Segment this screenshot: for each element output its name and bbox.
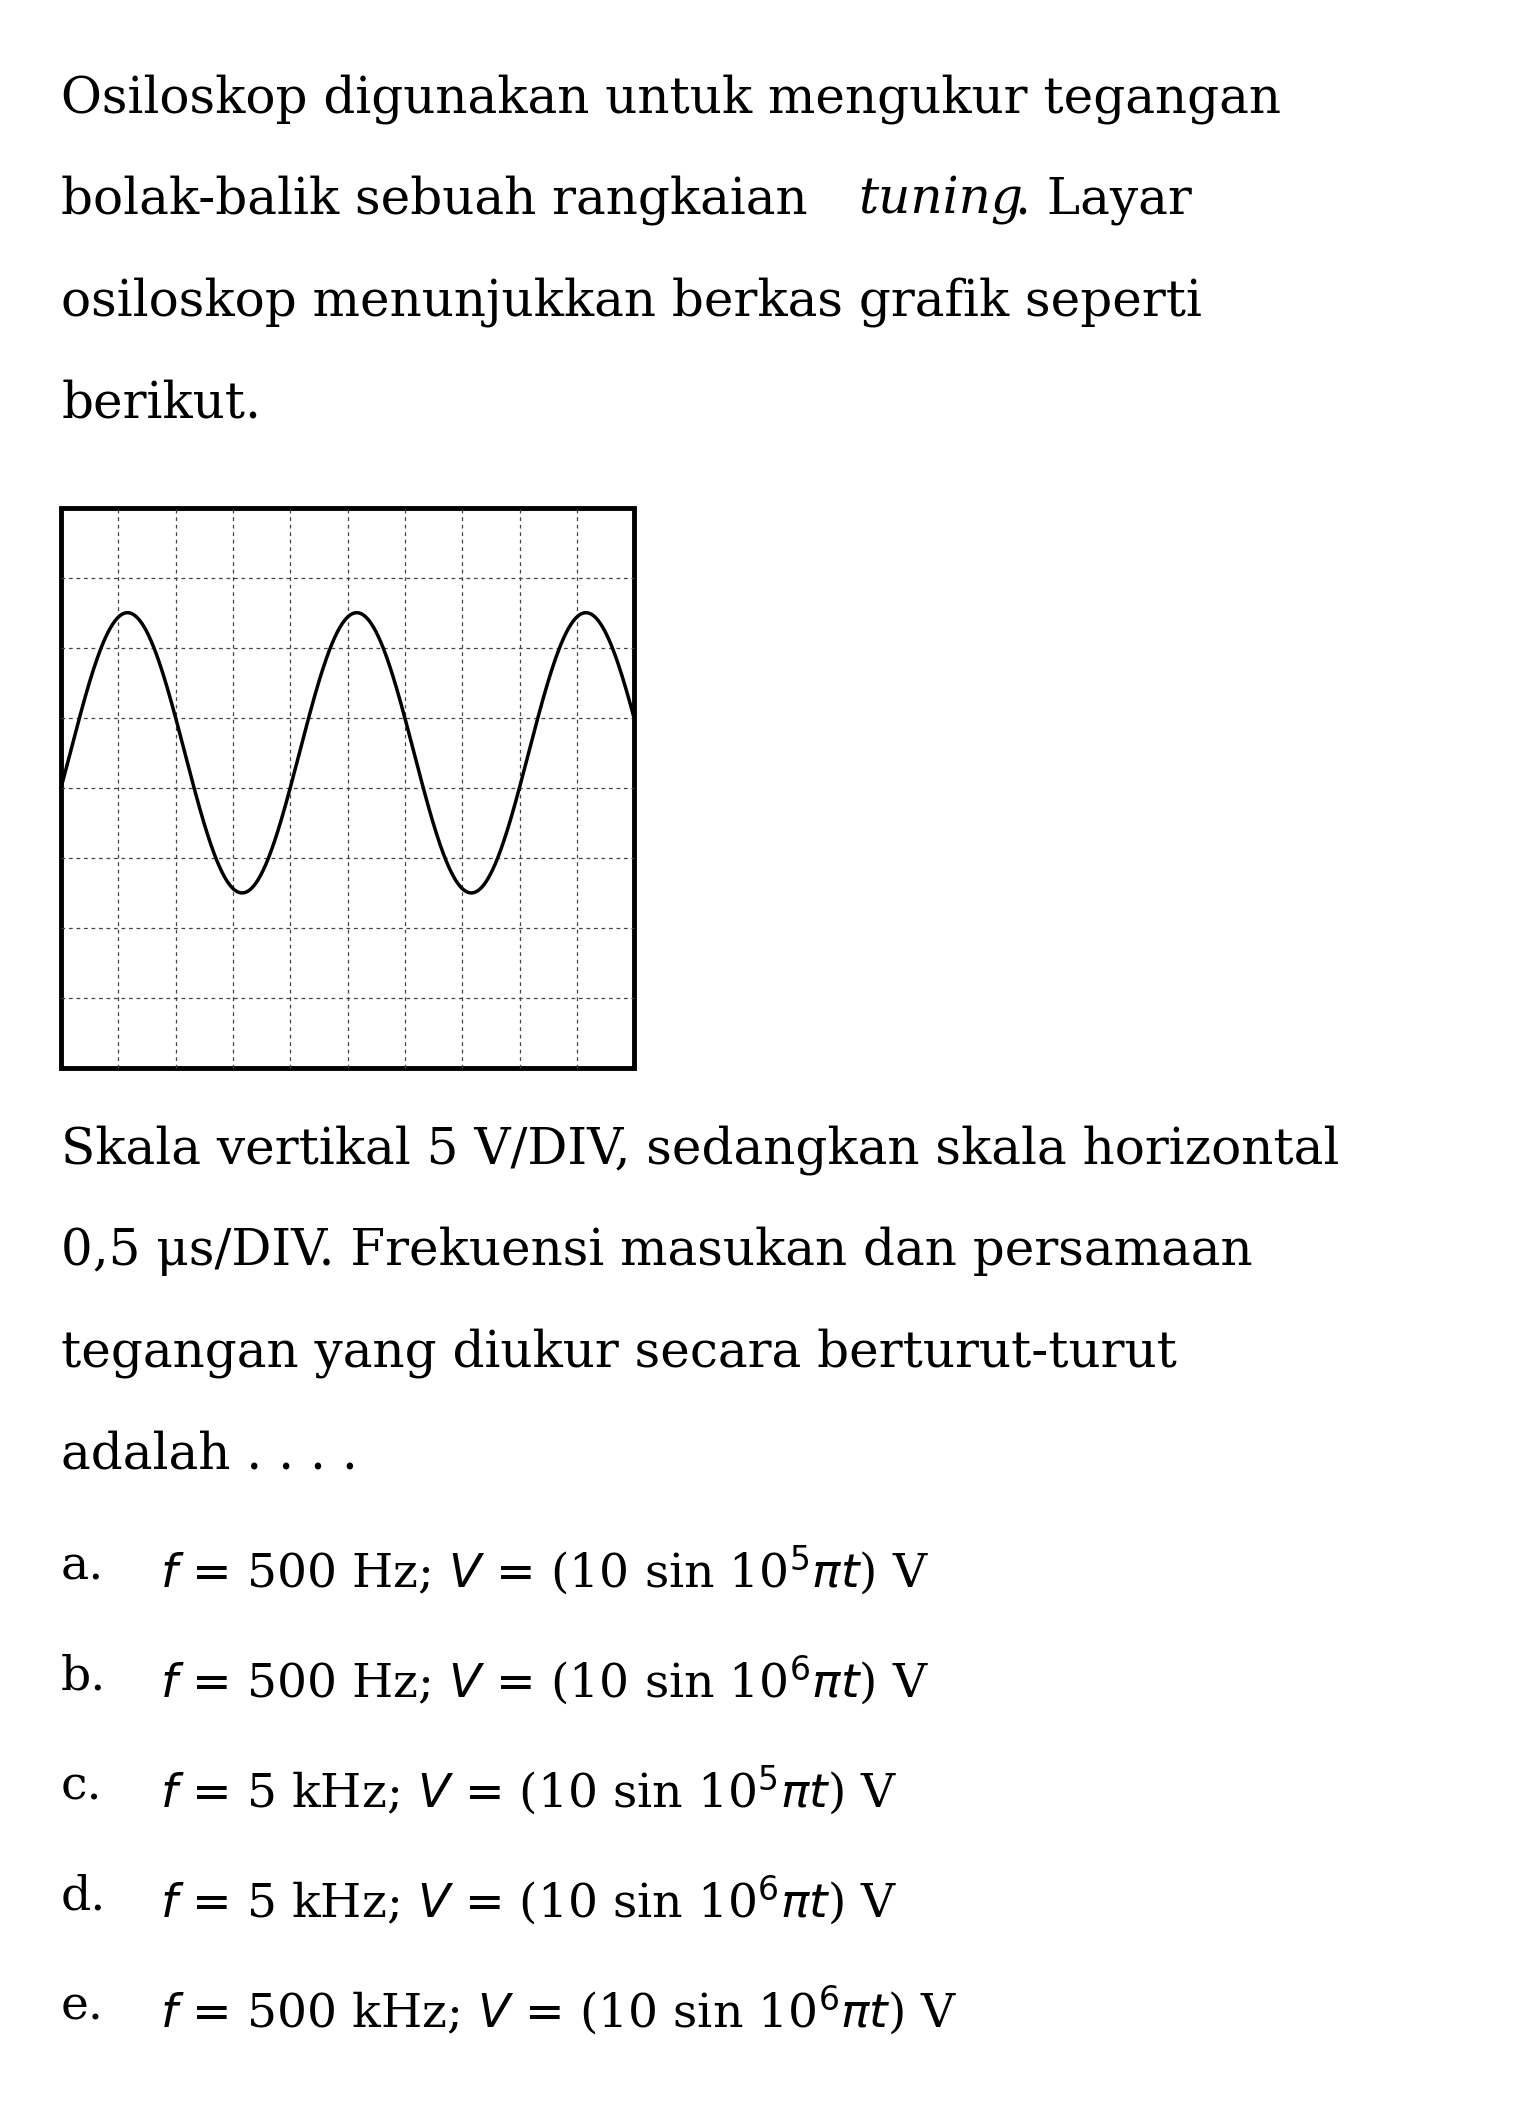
- Text: $f$ = 5 kHz; $V$ = (10 sin 10$^{6}$$\pi t$) V: $f$ = 5 kHz; $V$ = (10 sin 10$^{6}$$\pi …: [160, 1874, 898, 1927]
- Text: b.: b.: [61, 1654, 107, 1698]
- Bar: [61, 508, 634, 1068]
- Text: $f$ = 500 Hz; $V$ = (10 sin 10$^{6}$$\pi t$) V: $f$ = 500 Hz; $V$ = (10 sin 10$^{6}$$\pi…: [160, 1654, 929, 1707]
- Text: $f$ = 500 kHz; $V$ = (10 sin 10$^{6}$$\pi t$) V: $f$ = 500 kHz; $V$ = (10 sin 10$^{6}$$\p…: [160, 1984, 958, 2037]
- Text: e.: e.: [61, 1984, 104, 2028]
- Text: tegangan yang diukur secara berturut-turut: tegangan yang diukur secara berturut-tur…: [61, 1328, 1177, 1379]
- Text: d.: d.: [61, 1874, 107, 1918]
- Text: berikut.: berikut.: [61, 379, 261, 427]
- Text: $f$ = 500 Hz; $V$ = (10 sin 10$^{5}$$\pi t$) V: $f$ = 500 Hz; $V$ = (10 sin 10$^{5}$$\pi…: [160, 1544, 929, 1599]
- Text: adalah . . . .: adalah . . . .: [61, 1430, 358, 1478]
- Text: bolak-balik sebuah rangkaian: bolak-balik sebuah rangkaian: [61, 176, 824, 226]
- Text: a.: a.: [61, 1544, 104, 1588]
- Text: Osiloskop digunakan untuk mengukur tegangan: Osiloskop digunakan untuk mengukur tegan…: [61, 74, 1280, 125]
- Text: tuning: tuning: [859, 176, 1024, 224]
- Text: osiloskop menunjukkan berkas grafik seperti: osiloskop menunjukkan berkas grafik sepe…: [61, 277, 1203, 328]
- Text: c.: c.: [61, 1764, 102, 1808]
- Text: $f$ = 5 kHz; $V$ = (10 sin 10$^{5}$$\pi t$) V: $f$ = 5 kHz; $V$ = (10 sin 10$^{5}$$\pi …: [160, 1764, 898, 1819]
- Text: . Layar: . Layar: [1016, 176, 1192, 224]
- Text: 0,5 μs/DIV. Frekuensi masukan dan persamaan: 0,5 μs/DIV. Frekuensi masukan dan persam…: [61, 1227, 1253, 1275]
- Text: Skala vertikal 5 V/DIV, sedangkan skala horizontal: Skala vertikal 5 V/DIV, sedangkan skala …: [61, 1125, 1340, 1176]
